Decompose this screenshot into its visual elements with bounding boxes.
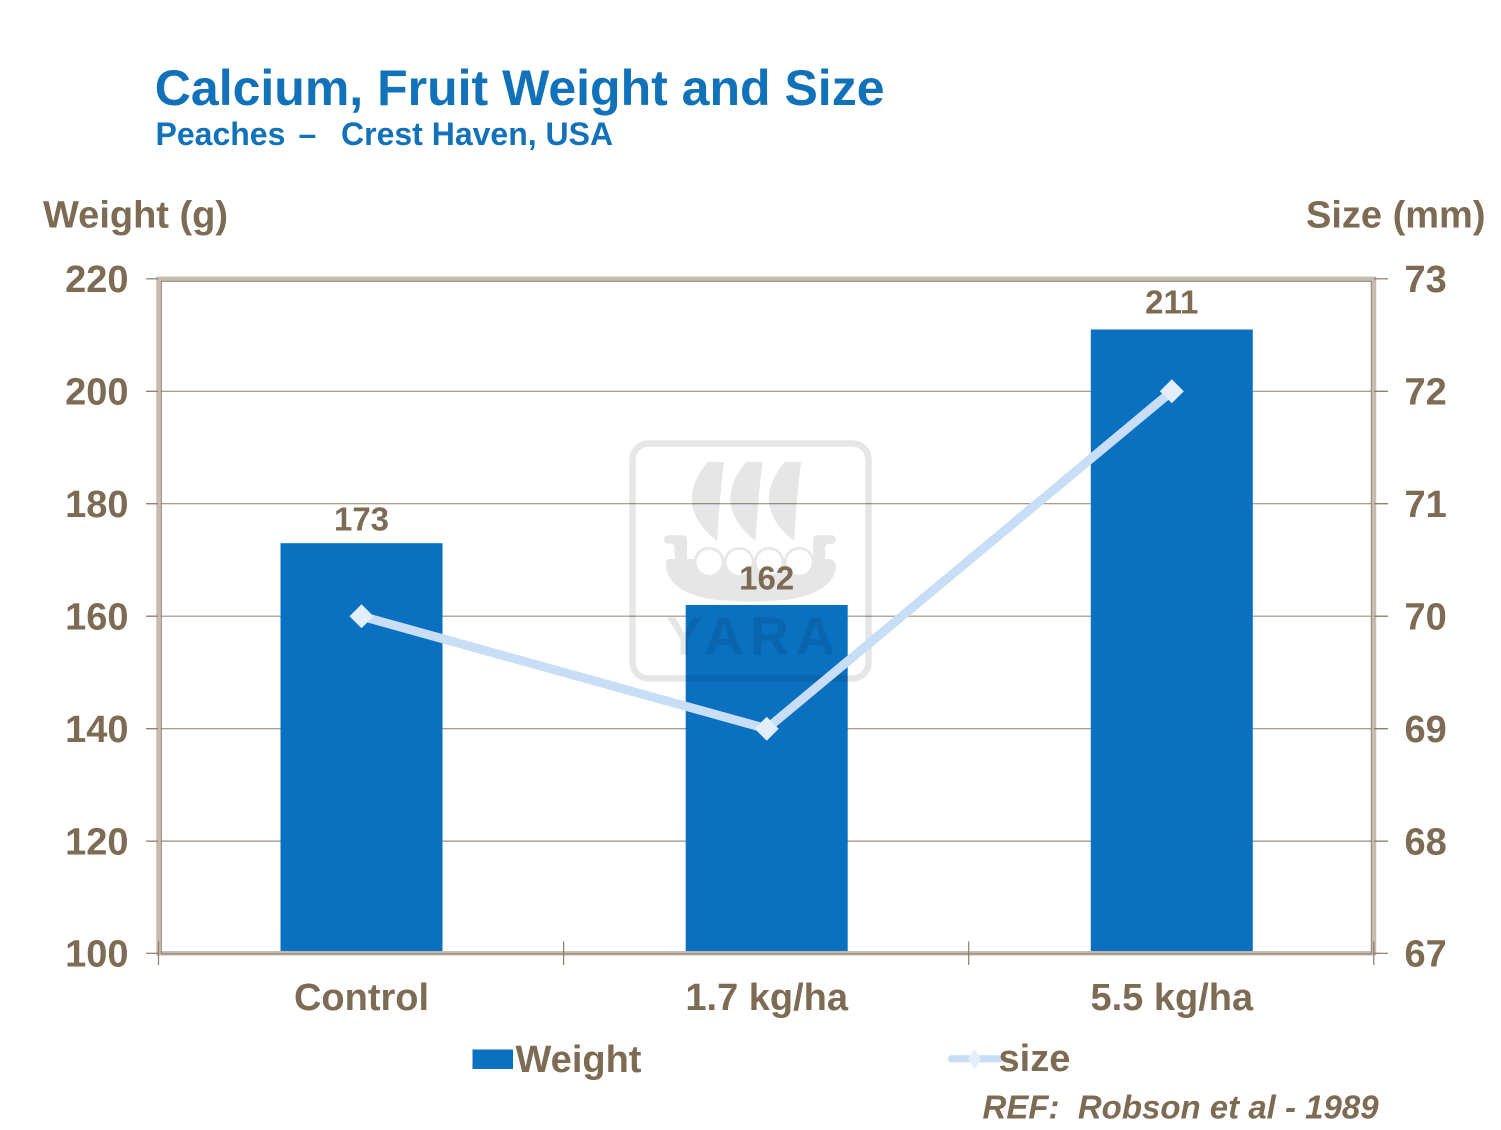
svg-text:Weight (g): Weight (g) [43, 194, 228, 236]
svg-text:5.5 kg/ha: 5.5 kg/ha [1090, 977, 1253, 1019]
svg-text:140: 140 [65, 709, 128, 751]
svg-text:68: 68 [1405, 821, 1447, 863]
svg-text:Size (mm): Size (mm) [1306, 194, 1485, 236]
svg-text:Peaches: Peaches [156, 116, 286, 152]
svg-text:100: 100 [65, 933, 128, 975]
svg-text:1.7 kg/ha: 1.7 kg/ha [685, 977, 848, 1019]
svg-text:72: 72 [1405, 372, 1447, 414]
svg-text:70: 70 [1405, 596, 1447, 638]
svg-text:Weight: Weight [516, 1039, 642, 1081]
svg-text:Control: Control [294, 977, 429, 1019]
svg-text:YARA: YARA [666, 607, 841, 667]
svg-text:71: 71 [1405, 484, 1447, 526]
svg-text:size: size [999, 1038, 1071, 1080]
svg-text:211: 211 [1145, 284, 1198, 321]
svg-text:Crest Haven, USA: Crest Haven, USA [341, 116, 613, 152]
svg-text:–: – [299, 116, 317, 152]
svg-text:180: 180 [65, 484, 128, 526]
svg-text:173: 173 [334, 501, 389, 538]
svg-text:REF: Robson et al - 1989: REF: Robson et al - 1989 [983, 1089, 1380, 1126]
svg-text:67: 67 [1405, 933, 1447, 975]
svg-text:73: 73 [1405, 259, 1447, 301]
svg-text:Calcium, Fruit Weight and Size: Calcium, Fruit Weight and Size [155, 60, 885, 116]
svg-text:200: 200 [65, 372, 128, 414]
svg-text:120: 120 [65, 821, 128, 863]
svg-text:162: 162 [739, 560, 794, 597]
svg-text:69: 69 [1405, 709, 1447, 751]
svg-text:160: 160 [65, 596, 128, 638]
svg-text:220: 220 [65, 259, 128, 301]
